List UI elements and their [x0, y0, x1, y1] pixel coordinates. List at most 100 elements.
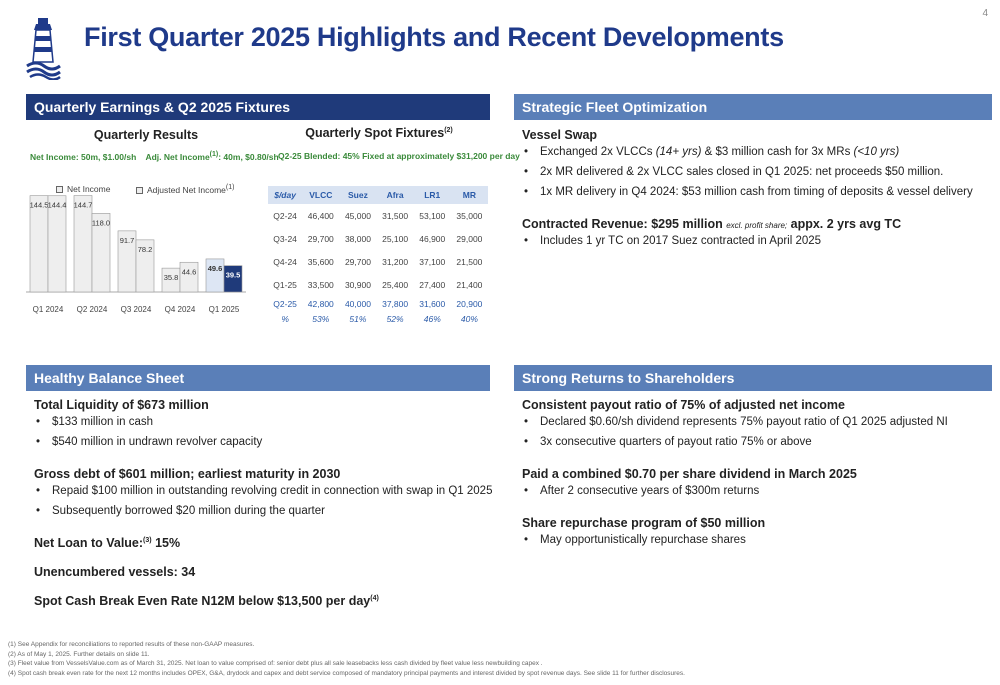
adj-net-income-bar [135, 239, 155, 293]
table-cell: Q2-24 [273, 210, 297, 221]
table-cell: 27,400 [419, 279, 446, 290]
fixtures-title-text: Quarterly Spot Fixtures [305, 126, 445, 140]
footnote: (1) See Appendix for reconciliations to … [8, 641, 255, 648]
column-header: $/day [268, 186, 303, 204]
heading-sup: (4) [370, 594, 379, 602]
net-income-bar [29, 195, 49, 293]
column-header: Suez [339, 186, 377, 204]
bullet-text: Exchanged 2x VLCCs [540, 146, 656, 158]
table-cell: 33,500 [307, 279, 334, 290]
table-cell: 35,600 [307, 256, 334, 267]
bullet-text: & $3 million cash for 3x MRs [701, 146, 854, 158]
adj-net-income-bar [47, 195, 67, 293]
balance-content: Total Liquidity of $673 million $133 mil… [34, 398, 494, 611]
table-cell: 40,000 [344, 299, 371, 309]
legend-adj-income: Adjusted Net Income(1) [136, 184, 234, 195]
bar-value-label: 35.8 [164, 273, 179, 282]
table-cell: 25,400 [382, 279, 409, 290]
category-tick-label: Q2 2024 [77, 305, 108, 314]
bar-value-label: 144.4 [48, 201, 67, 210]
footnote: (2) As of May 1, 2025. Further details o… [8, 650, 150, 658]
heading-text: 15% [151, 536, 181, 550]
net-income-line: Net Income: 50m, $1.00/sh [30, 151, 137, 162]
table-row: Q4-24 35,600 29,700 31,200 37,100 21,500 [268, 250, 488, 273]
table-cell: % [281, 314, 289, 324]
spot-fixtures-table: $/day VLCC Suez Afra LR1 MR Q2-24 46,400 45,000… [268, 186, 488, 326]
table-cell: Q1-25 [273, 279, 297, 290]
section-header-balance: Healthy Balance Sheet [26, 365, 490, 391]
table-cell: 29,700 [344, 256, 371, 267]
table-cell: 37,100 [419, 256, 446, 267]
column-header: VLCC [302, 186, 340, 204]
heading-text: Contracted Revenue: $295 million [522, 217, 727, 231]
list-item: Subsequently borrowed $20 million during… [34, 504, 494, 518]
legend-sup: (1) [225, 184, 235, 191]
legend-swatch [136, 187, 143, 195]
legend-net-income-label: Net Income [67, 184, 111, 194]
bar-value-label: 49.6 [208, 264, 223, 273]
table-cell: 30,900 [344, 279, 371, 290]
legend-swatch [56, 186, 63, 194]
table-cell: 46,400 [307, 210, 334, 221]
legend-adj-income-label: Adjusted Net Income [147, 184, 226, 195]
returns-content: Consistent payout ratio of 75% of adjust… [522, 398, 992, 553]
table-cell: 35,000 [456, 210, 483, 221]
results-title: Quarterly Results [93, 128, 199, 142]
lighthouse-logo-icon [26, 18, 61, 80]
bar-value-label: 118.0 [92, 218, 110, 227]
table-cell: 42,800 [307, 299, 334, 309]
income-summary: Net Income: 50m, $1.00/sh Adj. Net Incom… [30, 151, 279, 162]
adj-income-sup: (1) [209, 151, 219, 158]
heading-text: Spot Cash Break Even Rate N12M below $13… [34, 594, 371, 608]
list-item: After 2 consecutive years of $300m retur… [522, 484, 992, 498]
list-item: Repaid $100 million in outstanding revol… [34, 484, 494, 498]
table-cell: 37,800 [382, 299, 409, 309]
column-header: MR [450, 186, 488, 204]
category-tick-label: Q1 2024 [33, 305, 64, 314]
heading-note: excl. profit share; [726, 221, 788, 230]
contracted-revenue-heading: Contracted Revenue: $295 million excl. p… [522, 217, 992, 231]
list-item: Declared $0.60/sh dividend represents 75… [522, 415, 992, 429]
section-header-returns: Strong Returns to Shareholders [514, 365, 992, 391]
footnote: (3) Fleet value from VesselsValue.com as… [8, 660, 543, 667]
net-ltv-heading: Net Loan to Value:(3) 15% [34, 536, 494, 550]
net-income-bar [73, 195, 93, 293]
table-cell: 21,500 [456, 256, 483, 267]
category-tick-label: Q1 2025 [209, 305, 240, 314]
category-tick-label: Q3 2024 [121, 305, 152, 314]
list-item: May opportunistically repurchase shares [522, 533, 992, 547]
fixtures-sup: (2) [444, 126, 453, 134]
list-item: 2x MR delivered & 2x VLCC sales closed i… [522, 165, 992, 179]
list-item: Exchanged 2x VLCCs (14+ yrs) & $3 millio… [522, 145, 992, 159]
table-cell: 20,900 [456, 299, 483, 309]
bar-value-label: 78.2 [138, 245, 153, 254]
adj-income-label: Adj. Net Income [145, 151, 210, 162]
liquidity-heading: Total Liquidity of $673 million [34, 398, 209, 412]
legend-net-income: Net Income [56, 184, 110, 194]
section-header-fleet: Strategic Fleet Optimization [514, 94, 992, 120]
page-number: 4 [982, 8, 988, 19]
fleet-content: Vessel Swap Exchanged 2x VLCCs (14+ yrs)… [522, 128, 992, 254]
table-cell: 31,500 [382, 210, 409, 221]
unencumbered-heading: Unencumbered vessels: 34 [34, 565, 196, 579]
adj-net-income-bar [223, 265, 243, 293]
footnote: (4) Spot cash break even rate for the ne… [8, 669, 685, 677]
list-item: Includes 1 yr TC on 2017 Suez contracted… [522, 234, 992, 248]
heading-text: appx. 2 yrs avg TC [787, 217, 902, 231]
fixtures-title: Quarterly Spot Fixtures(2) [268, 126, 490, 140]
fixtures-blended-line: Q2-25 Blended: 45% Fixed at approximatel… [278, 151, 520, 161]
table-cell: Q3-24 [273, 233, 297, 244]
table-cell: 31,600 [419, 299, 446, 309]
list-item: $133 million in cash [34, 415, 494, 429]
table-cell: 40% [460, 314, 478, 324]
column-header: LR1 [413, 186, 451, 204]
footnotes: (1) See Appendix for reconciliations to … [8, 640, 685, 678]
dividend-heading: Paid a combined $0.70 per share dividend… [522, 467, 857, 481]
table-cell: 51% [349, 314, 367, 324]
table-cell: 29,000 [456, 233, 483, 244]
bullet-italic: (<10 yrs) [853, 146, 900, 158]
list-item: $540 million in undrawn revolver capacit… [34, 435, 494, 449]
bar-value-label: 144.7 [74, 201, 93, 210]
table-header-row: $/day VLCC Suez Afra LR1 MR [268, 186, 488, 204]
table-cell: 25,100 [382, 233, 409, 244]
